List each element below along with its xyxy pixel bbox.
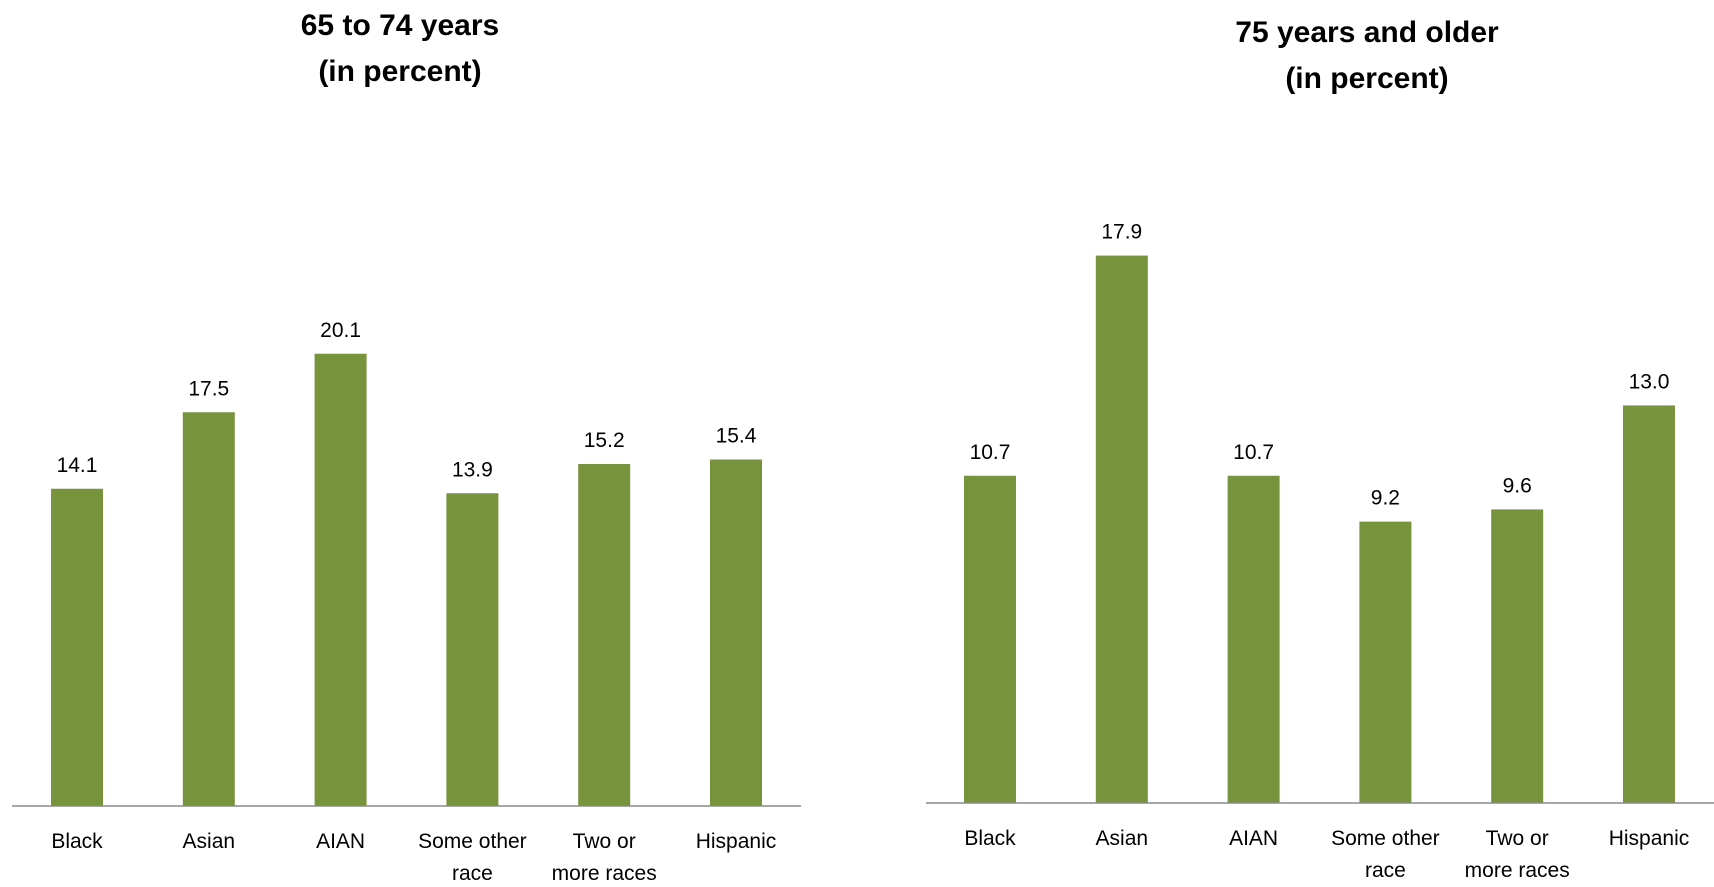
bar (1359, 521, 1412, 803)
x-tick-label: Black (51, 830, 103, 853)
bar (1227, 475, 1280, 803)
bar (964, 475, 1016, 803)
chart-title: 75 years and older (1235, 16, 1499, 49)
x-tick-label-line: Hispanic (696, 830, 777, 853)
x-tick-label: Some other race (418, 830, 527, 885)
x-tick-label: AIAN (1229, 827, 1278, 850)
x-tick-label: Hispanic (696, 830, 777, 853)
x-tick-label: Two or more races (552, 830, 657, 885)
data-label: 9.6 (1503, 474, 1532, 497)
data-label: 10.7 (970, 441, 1011, 464)
x-tick-label-line: Hispanic (1609, 827, 1690, 850)
x-tick-label-line: more races (552, 862, 657, 885)
x-tick-label: Two or more races (1465, 827, 1570, 882)
data-label: 15.2 (584, 429, 625, 452)
x-tick-label-line: AIAN (316, 830, 365, 853)
x-tick-label-line: Asian (183, 830, 236, 853)
bar (1491, 509, 1544, 803)
data-label: 13.9 (452, 458, 493, 481)
x-tick-label-line: Asian (1096, 827, 1149, 850)
x-tick-label-line: race (1365, 859, 1406, 882)
bar (314, 353, 367, 806)
x-tick-label-line: race (452, 862, 493, 885)
bar (1623, 405, 1675, 803)
x-tick-label-line: Black (51, 830, 103, 853)
x-tick-label: Asian (1096, 827, 1149, 850)
x-tick-label-line: AIAN (1229, 827, 1278, 850)
x-tick-label-line: more races (1465, 859, 1570, 882)
data-label: 14.1 (57, 454, 98, 477)
data-label: 9.2 (1371, 487, 1400, 510)
data-label: 15.4 (716, 425, 757, 448)
chart-title: 65 to 74 years (301, 9, 499, 42)
data-label: 10.7 (1233, 441, 1274, 464)
bar (446, 493, 499, 806)
bar (1095, 255, 1148, 803)
x-tick-label-line: Two or (573, 830, 636, 853)
bar (710, 459, 762, 806)
x-tick-label: Hispanic (1609, 827, 1690, 850)
x-tick-label: Some other race (1331, 827, 1440, 882)
chart-subtitle: (in percent) (1285, 62, 1448, 95)
bar (182, 412, 235, 806)
data-label: 20.1 (320, 319, 361, 342)
chart-subtitle: (in percent) (318, 55, 481, 88)
x-tick-label-line: Two or (1486, 827, 1549, 850)
x-tick-label-line: Black (964, 827, 1016, 850)
x-tick-label: AIAN (316, 830, 365, 853)
x-tick-label-line: Some other (1331, 827, 1440, 850)
data-label: 13.0 (1629, 370, 1670, 393)
x-tick-label: Asian (183, 830, 236, 853)
bar (578, 464, 631, 806)
data-label: 17.5 (188, 377, 229, 400)
bar (51, 488, 103, 806)
chart-panel-65-to-74: 65 to 74 years (in percent) 14.1 Black 17.5 A… (12, 9, 801, 885)
x-tick-label: Black (964, 827, 1016, 850)
chart-panel-75-and-older: 75 years and older (in percent) 10.7 Black 1… (926, 16, 1714, 882)
x-tick-label-line: Some other (418, 830, 527, 853)
data-label: 17.9 (1101, 221, 1142, 244)
